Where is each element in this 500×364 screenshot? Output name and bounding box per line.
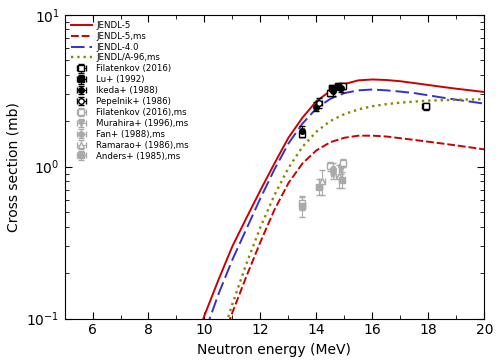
JENDL/A-96,ms: [384, 102, 390, 106]
JENDL-5: [482, 90, 488, 94]
JENDL/A-96,ms: [440, 98, 446, 102]
JENDL-5,ms: [314, 148, 320, 153]
Line: JENDL-5: JENDL-5: [64, 79, 484, 364]
JENDL-5,ms: [356, 134, 362, 138]
JENDL-5,ms: [328, 140, 334, 145]
JENDL/A-96,ms: [216, 346, 222, 350]
JENDL-5: [398, 79, 404, 83]
JENDL/A-96,ms: [244, 261, 250, 266]
JENDL-5: [356, 78, 362, 83]
JENDL-5,ms: [384, 134, 390, 139]
JENDL-5: [454, 87, 460, 91]
JENDL-5: [258, 188, 264, 193]
JENDL-5: [328, 89, 334, 93]
JENDL/A-96,ms: [272, 193, 278, 197]
JENDL-5: [440, 85, 446, 89]
JENDL-5: [216, 278, 222, 282]
JENDL-5: [370, 77, 376, 82]
JENDL-4.0: [412, 91, 418, 95]
JENDL-4.0: [272, 167, 278, 171]
JENDL-5: [314, 99, 320, 103]
Line: JENDL-5,ms: JENDL-5,ms: [64, 136, 484, 364]
JENDL/A-96,ms: [342, 112, 347, 116]
JENDL/A-96,ms: [314, 130, 320, 134]
JENDL/A-96,ms: [300, 145, 306, 149]
JENDL-5: [412, 81, 418, 85]
JENDL-5,ms: [258, 240, 264, 244]
JENDL-4.0: [244, 227, 250, 231]
JENDL-5: [426, 83, 432, 87]
JENDL-4.0: [286, 141, 292, 146]
JENDL/A-96,ms: [468, 97, 473, 102]
JENDL-5,ms: [244, 274, 250, 278]
JENDL-4.0: [370, 87, 376, 92]
JENDL-5: [188, 355, 194, 359]
JENDL-5: [244, 216, 250, 220]
JENDL-4.0: [454, 98, 460, 102]
JENDL/A-96,ms: [426, 99, 432, 103]
JENDL-4.0: [230, 257, 235, 262]
JENDL-5,ms: [412, 138, 418, 142]
JENDL-5,ms: [216, 350, 222, 355]
JENDL-4.0: [482, 102, 488, 106]
JENDL-5,ms: [482, 147, 488, 151]
JENDL-4.0: [314, 106, 320, 111]
JENDL-4.0: [426, 93, 432, 98]
JENDL-4.0: [216, 292, 222, 296]
JENDL-5,ms: [370, 134, 376, 138]
JENDL-5: [272, 161, 278, 166]
JENDL/A-96,ms: [328, 119, 334, 123]
JENDL/A-96,ms: [398, 100, 404, 105]
JENDL-5,ms: [300, 161, 306, 166]
JENDL/A-96,ms: [286, 166, 292, 170]
JENDL-5: [286, 135, 292, 140]
JENDL-5,ms: [454, 143, 460, 148]
JENDL-5,ms: [272, 207, 278, 212]
JENDL/A-96,ms: [356, 107, 362, 112]
JENDL-5: [384, 78, 390, 82]
JENDL-5,ms: [342, 135, 347, 140]
JENDL/A-96,ms: [412, 99, 418, 104]
Line: JENDL-4.0: JENDL-4.0: [64, 90, 484, 364]
JENDL-4.0: [342, 91, 347, 95]
JENDL-5: [202, 313, 207, 318]
JENDL-4.0: [440, 95, 446, 100]
JENDL-5,ms: [426, 139, 432, 144]
JENDL-5,ms: [440, 141, 446, 146]
JENDL-4.0: [398, 90, 404, 94]
JENDL-4.0: [300, 122, 306, 126]
JENDL-4.0: [384, 88, 390, 92]
X-axis label: Neutron energy (MeV): Neutron energy (MeV): [198, 343, 352, 357]
Legend: JENDL-5, JENDL-5,ms, JENDL-4.0, JENDL/A-96,ms, Filatenkov (2016), Lu+ (1992), Ik: JENDL-5, JENDL-5,ms, JENDL-4.0, JENDL/A-…: [67, 17, 192, 164]
JENDL-5,ms: [230, 310, 235, 314]
JENDL-4.0: [468, 99, 473, 104]
JENDL-5,ms: [398, 136, 404, 141]
JENDL-5,ms: [286, 181, 292, 185]
JENDL/A-96,ms: [454, 98, 460, 102]
JENDL-5,ms: [468, 145, 473, 150]
JENDL-5: [300, 115, 306, 120]
JENDL/A-96,ms: [230, 302, 235, 306]
JENDL-5: [468, 88, 473, 92]
JENDL-5: [230, 244, 235, 248]
JENDL-5: [342, 82, 347, 86]
JENDL-4.0: [202, 331, 207, 336]
JENDL/A-96,ms: [370, 104, 376, 108]
JENDL/A-96,ms: [482, 97, 488, 102]
JENDL-4.0: [356, 88, 362, 92]
Y-axis label: Cross section (mb): Cross section (mb): [7, 102, 21, 232]
JENDL-4.0: [258, 196, 264, 201]
JENDL-4.0: [328, 96, 334, 101]
Line: JENDL/A-96,ms: JENDL/A-96,ms: [64, 99, 484, 364]
JENDL/A-96,ms: [258, 225, 264, 229]
